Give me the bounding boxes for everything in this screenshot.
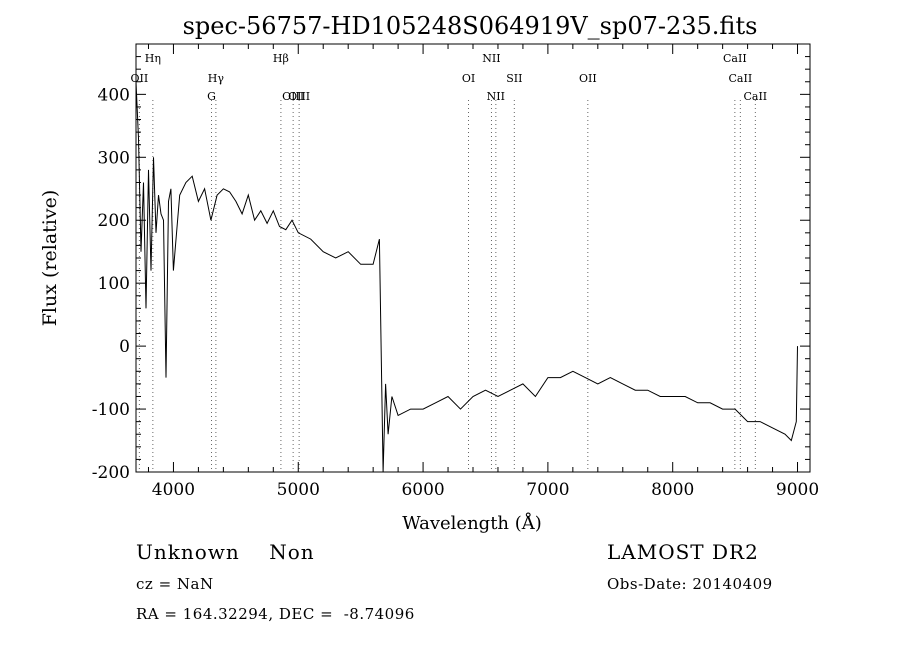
y-tick-label: 300 — [98, 148, 130, 168]
spectral-line-label: Hβ — [273, 52, 289, 65]
y-tick-label: 0 — [119, 337, 130, 357]
chart-title: spec-56757-HD105248S064919V_sp07-235.fit… — [183, 12, 758, 40]
spectral-line-label: OII — [131, 72, 149, 85]
spectral-line-label: OIII — [288, 90, 310, 103]
y-tick-label: -200 — [92, 463, 130, 483]
spectral-line-label: NII — [482, 52, 500, 65]
spectrum-chart: spec-56757-HD105248S064919V_sp07-235.fit… — [39, 12, 819, 534]
x-tick-label: 4000 — [152, 480, 195, 500]
x-tick-label: 6000 — [401, 480, 444, 500]
coords-label: RA = 164.32294, DEC = -8.74096 — [136, 605, 415, 623]
spectral-line-label: Hγ — [208, 72, 225, 85]
obs-date-label: Obs-Date: 20140409 — [607, 575, 773, 593]
plot-frame — [135, 43, 811, 473]
spectral-line-label: CaII — [723, 52, 747, 65]
y-tick-label: -100 — [92, 400, 130, 420]
spectrum-series-line — [135, 81, 798, 473]
cz-label: cz = NaN — [136, 575, 214, 593]
survey-label: LAMOST DR2 — [607, 540, 759, 564]
spectral-line-label: OI — [462, 72, 475, 85]
spectral-line-label: CaII — [729, 72, 753, 85]
spectral-line-label: NII — [487, 90, 505, 103]
spectral-line-label: SII — [506, 72, 522, 85]
x-axis-label: Wavelength (Å) — [402, 512, 542, 534]
spectral-line-label: OII — [579, 72, 597, 85]
y-tick-label: 400 — [98, 85, 130, 105]
spectral-line-label: Hη — [145, 52, 161, 65]
x-tick-label: 8000 — [651, 480, 694, 500]
spectral-line-label: G — [207, 90, 216, 103]
x-tick-label: 5000 — [277, 480, 320, 500]
y-tick-label: 100 — [98, 274, 130, 294]
spectral-line-label: OIII — [282, 90, 304, 103]
spectral-line-label: CaII — [743, 90, 767, 103]
y-tick-label: 200 — [98, 211, 130, 231]
x-tick-label: 7000 — [526, 480, 569, 500]
y-axis-label: Flux (relative) — [39, 190, 61, 327]
x-tick-label: 9000 — [776, 480, 819, 500]
class-label: Unknown Non — [136, 540, 315, 564]
